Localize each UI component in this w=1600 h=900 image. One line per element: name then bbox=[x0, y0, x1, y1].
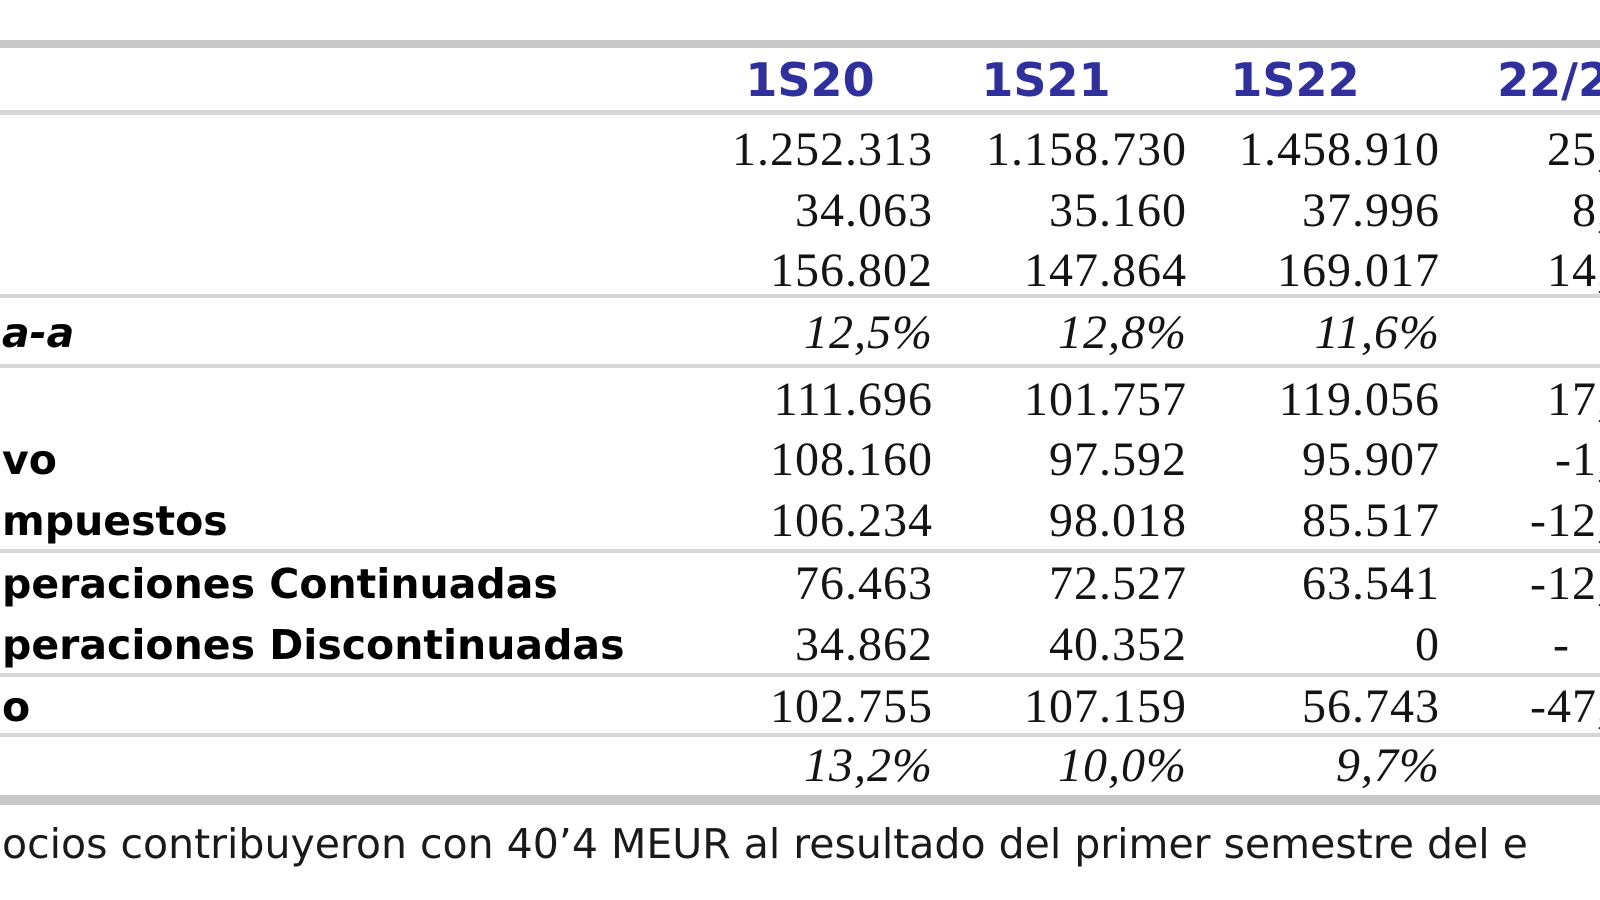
cell-1s20: 108.160 bbox=[770, 433, 933, 486]
cell-1s22: 95.907 bbox=[1302, 433, 1440, 486]
table-row-margin-pct: 13,2% 10,0% 9,7% bbox=[0, 736, 1600, 796]
cell-1s22: 9,7% bbox=[1336, 739, 1440, 792]
column-header-variation: 22/2 bbox=[1497, 53, 1600, 107]
column-header-1s21: 1S21 bbox=[981, 53, 1111, 107]
rule-above-margin-row bbox=[0, 294, 1600, 298]
cell-1s20: 13,2% bbox=[804, 739, 933, 792]
rule-above-neto-row bbox=[0, 673, 1600, 677]
cell-variation: 8, bbox=[1572, 184, 1600, 237]
cell-1s22: 56.743 bbox=[1302, 680, 1440, 733]
cell-1s21: 35.160 bbox=[1049, 184, 1187, 237]
cell-1s20: 106.234 bbox=[770, 494, 933, 547]
header-underline-rule bbox=[0, 110, 1600, 115]
cell-variation: 17, bbox=[1547, 373, 1600, 426]
cell-variation: 25, bbox=[1547, 123, 1600, 176]
rule-above-continuadas-row bbox=[0, 549, 1600, 553]
footnote-text: ocios contribuyeron con 40’4 MEUR al res… bbox=[2, 820, 1528, 868]
table-row-margin-pct: a-a 12,5% 12,8% 11,6% bbox=[0, 303, 1600, 363]
table-row: 34.063 35.160 37.996 8, bbox=[0, 181, 1600, 241]
row-label: o bbox=[2, 683, 31, 731]
cell-1s21: 98.018 bbox=[1049, 494, 1187, 547]
table-row: 1.252.313 1.158.730 1.458.910 25, bbox=[0, 120, 1600, 180]
cell-1s22: 63.541 bbox=[1302, 557, 1440, 610]
cell-1s20: 156.802 bbox=[770, 244, 933, 297]
cell-1s20: 12,5% bbox=[804, 306, 933, 359]
rule-below-margin-row bbox=[0, 364, 1600, 368]
row-label: peraciones Discontinuadas bbox=[2, 621, 625, 669]
table-row: 156.802 147.864 169.017 14, bbox=[0, 241, 1600, 301]
cell-1s22: 1.458.910 bbox=[1239, 123, 1440, 176]
cell-1s21: 12,8% bbox=[1058, 306, 1187, 359]
cell-1s21: 1.158.730 bbox=[986, 123, 1187, 176]
cell-1s21: 107.159 bbox=[1024, 680, 1187, 733]
cell-1s21: 97.592 bbox=[1049, 433, 1187, 486]
cell-1s21: 72.527 bbox=[1049, 557, 1187, 610]
top-border-rule bbox=[0, 40, 1600, 48]
cell-1s21: 10,0% bbox=[1058, 739, 1187, 792]
cell-1s22: 11,6% bbox=[1314, 306, 1440, 359]
table-row: vo 108.160 97.592 95.907 -1, bbox=[0, 430, 1600, 490]
cell-1s20: 34.862 bbox=[795, 618, 933, 671]
table-row: peraciones Continuadas 76.463 72.527 63.… bbox=[0, 554, 1600, 614]
row-label: vo bbox=[2, 436, 57, 484]
bottom-border-rule bbox=[0, 795, 1600, 805]
cell-1s20: 1.252.313 bbox=[732, 123, 933, 176]
cell-1s22: 119.056 bbox=[1278, 373, 1440, 426]
cell-variation: -12, bbox=[1530, 557, 1600, 610]
cell-1s22: 0 bbox=[1415, 618, 1440, 671]
table-row: o 102.755 107.159 56.743 -47, bbox=[0, 677, 1600, 737]
cell-1s20: 76.463 bbox=[795, 557, 933, 610]
cell-variation: -1, bbox=[1555, 433, 1600, 486]
column-header-1s20: 1S20 bbox=[745, 53, 875, 107]
column-header-1s22: 1S22 bbox=[1230, 53, 1360, 107]
cell-1s21: 40.352 bbox=[1049, 618, 1187, 671]
cell-variation: - bbox=[1553, 618, 1570, 671]
cell-1s22: 85.517 bbox=[1302, 494, 1440, 547]
table-row: 111.696 101.757 119.056 17, bbox=[0, 370, 1600, 430]
table-row: mpuestos 106.234 98.018 85.517 -12, bbox=[0, 491, 1600, 551]
row-label: peraciones Continuadas bbox=[2, 560, 558, 608]
row-label: mpuestos bbox=[2, 497, 228, 545]
cell-1s20: 111.696 bbox=[773, 373, 933, 426]
table-row: peraciones Discontinuadas 34.862 40.352 … bbox=[0, 615, 1600, 675]
cell-1s20: 102.755 bbox=[770, 680, 933, 733]
table-header-row: 1S20 1S21 1S22 22/2 bbox=[0, 52, 1600, 108]
row-label: a-a bbox=[2, 309, 75, 357]
cell-variation: -12, bbox=[1530, 494, 1600, 547]
cell-1s21: 147.864 bbox=[1024, 244, 1187, 297]
cell-variation: -47, bbox=[1530, 680, 1600, 733]
cell-1s22: 169.017 bbox=[1277, 244, 1440, 297]
cell-1s21: 101.757 bbox=[1024, 373, 1187, 426]
cell-1s20: 34.063 bbox=[795, 184, 933, 237]
cell-variation: 14, bbox=[1547, 244, 1600, 297]
rule-below-neto-row bbox=[0, 733, 1600, 737]
cell-1s22: 37.996 bbox=[1302, 184, 1440, 237]
